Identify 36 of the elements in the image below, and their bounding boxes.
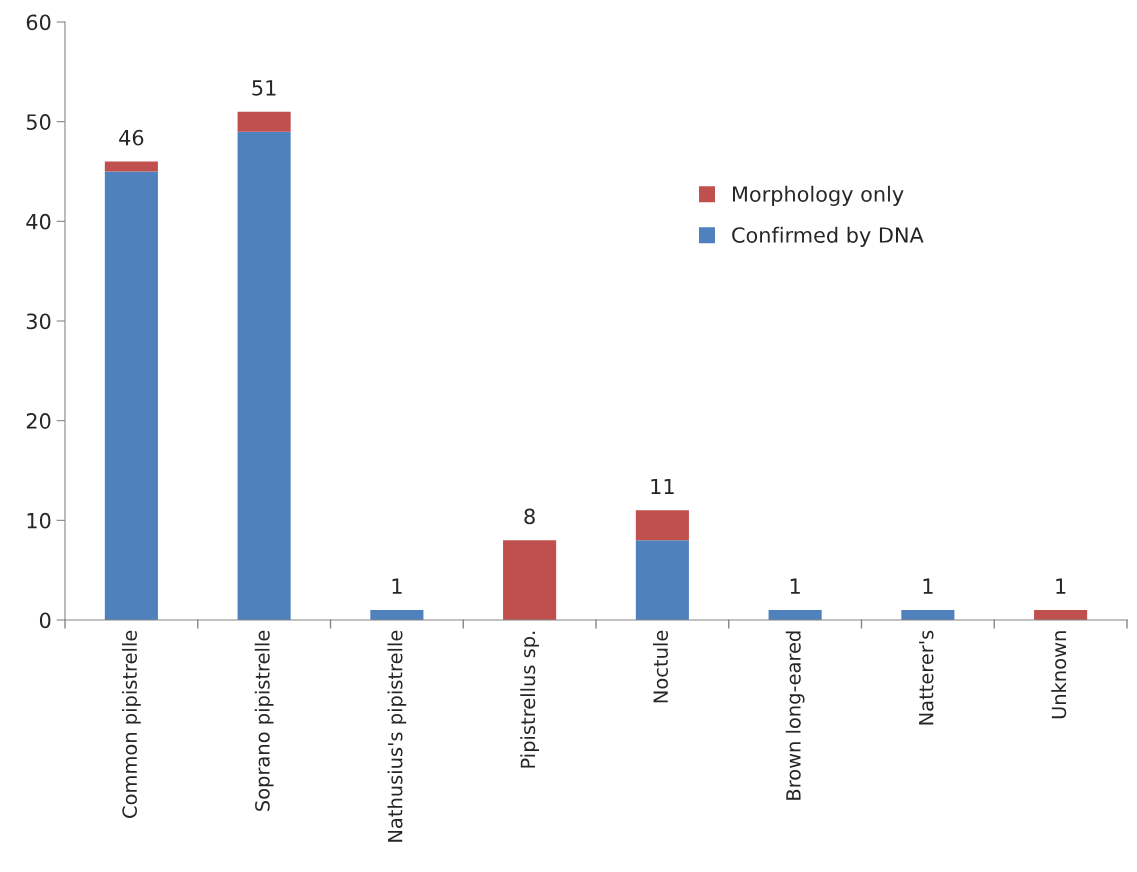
x-tick-label: Nathusius's pipistrelle <box>387 630 407 842</box>
bar <box>768 610 822 620</box>
x-tick-label: Noctule <box>652 630 669 703</box>
total-label: 1 <box>392 578 402 594</box>
x-tick-label: Unknown <box>1051 631 1067 719</box>
total-label: 1 <box>790 578 800 594</box>
total-label: 1 <box>1056 578 1066 594</box>
x-tick-label: Common pipistrelle <box>121 630 141 818</box>
y-tick-label: 50 <box>26 114 51 130</box>
y-tick-label: 10 <box>27 512 51 529</box>
bar <box>1034 610 1088 620</box>
bar <box>503 540 557 620</box>
bar <box>237 131 291 620</box>
legend-label: Morphology only <box>733 185 904 206</box>
y-tick-label: 60 <box>26 14 51 31</box>
x-tick-label: Soprano pipistrelle <box>254 630 274 811</box>
total-label: 51 <box>252 80 276 96</box>
bar <box>104 161 158 172</box>
bar <box>635 510 689 541</box>
total-label: 8 <box>524 508 535 525</box>
legend-label: Confirmed by DNA <box>732 226 924 247</box>
x-tick-label: Pipistrellus sp. <box>520 631 540 768</box>
x-tick-label: Brown long-eared <box>785 631 805 800</box>
y-tick-label: 40 <box>26 213 51 230</box>
bar <box>901 610 955 620</box>
x-tick-label: Natterer's <box>919 630 934 725</box>
bar <box>370 610 424 620</box>
bar <box>237 111 291 132</box>
y-tick-label: 0 <box>39 612 51 629</box>
total-label: 1 <box>923 578 933 594</box>
bar <box>104 171 158 620</box>
total-label: 46 <box>119 129 144 146</box>
y-tick-label: 20 <box>26 413 51 429</box>
bar <box>635 540 689 620</box>
y-tick-label: 30 <box>26 313 51 330</box>
total-label: 11 <box>651 478 674 495</box>
